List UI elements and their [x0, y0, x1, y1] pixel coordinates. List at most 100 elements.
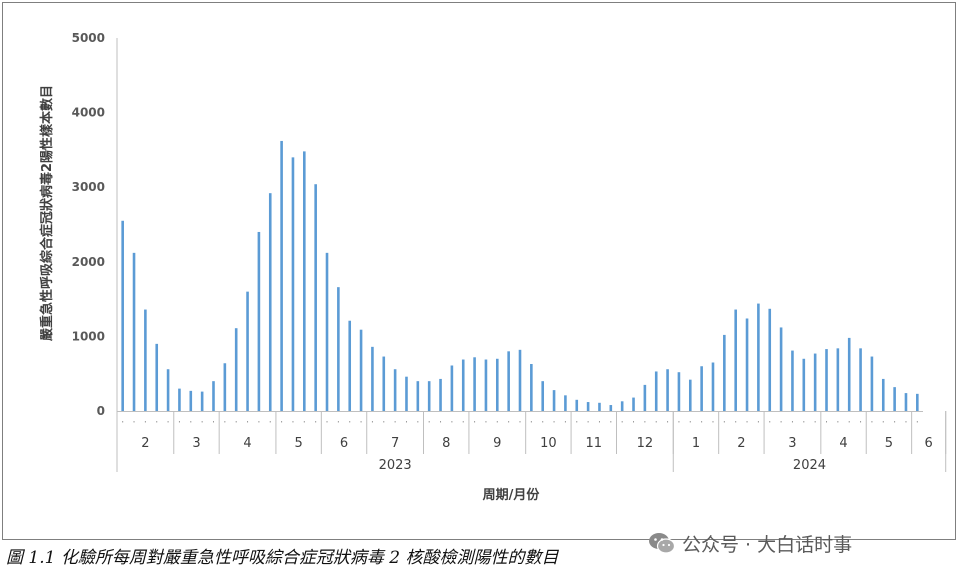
week-tick — [735, 421, 737, 423]
wechat-icon — [649, 533, 676, 554]
figure-caption: 圖 1.1 化驗所每周對嚴重急性呼吸綜合症冠狀病毒 2 核酸檢測陽性的數目 — [6, 548, 559, 568]
y-tick-label: 5000 — [72, 31, 105, 45]
bar — [768, 308, 772, 411]
month-label: 7 — [391, 436, 399, 451]
week-tick — [167, 421, 169, 423]
month-label: 4 — [243, 436, 251, 451]
week-tick — [212, 421, 214, 423]
week-tick — [496, 421, 498, 423]
bar — [495, 358, 499, 411]
bar — [427, 381, 431, 411]
week-tick — [689, 421, 691, 423]
y-tick-label: 0 — [97, 404, 105, 418]
bar — [825, 349, 828, 411]
bar — [643, 384, 647, 411]
week-tick — [292, 421, 294, 423]
week-tick — [553, 421, 555, 423]
bar — [881, 378, 885, 411]
bar — [598, 402, 601, 411]
week-tick — [235, 421, 237, 423]
bar — [337, 287, 340, 411]
week-tick — [303, 421, 305, 423]
week-tick — [394, 421, 396, 423]
week-tick — [451, 421, 453, 423]
bar — [552, 390, 556, 411]
x-axis-label: 周期/月份 — [483, 487, 541, 503]
month-label: 6 — [925, 436, 933, 451]
week-tick — [224, 421, 226, 423]
bar — [268, 193, 272, 411]
week-tick — [485, 421, 487, 423]
bar — [348, 320, 352, 411]
bar — [859, 348, 862, 411]
bar — [132, 252, 136, 411]
week-tick — [621, 421, 623, 423]
week-tick — [678, 421, 680, 423]
bar — [507, 351, 510, 411]
bar — [121, 220, 124, 411]
week-tick — [326, 421, 328, 423]
week-tick — [530, 421, 532, 423]
week-tick — [848, 421, 850, 423]
bar — [484, 359, 488, 411]
bar — [166, 369, 170, 411]
bar — [893, 387, 896, 411]
week-tick — [247, 421, 249, 423]
week-tick — [746, 421, 748, 423]
week-tick — [315, 421, 317, 423]
bar — [632, 397, 635, 411]
y-tick-label: 3000 — [72, 180, 105, 194]
year-label: 2023 — [379, 458, 412, 473]
bar — [813, 353, 817, 411]
watermark-text: 公众号 · 大白话时事 — [682, 533, 853, 556]
week-tick — [905, 421, 907, 423]
bar — [802, 358, 806, 411]
y-tick-label: 2000 — [72, 255, 105, 269]
month-label: 11 — [586, 436, 603, 451]
bar — [779, 327, 783, 411]
bar — [620, 401, 624, 411]
bar — [677, 372, 681, 411]
week-tick — [122, 421, 124, 423]
week-tick — [610, 421, 612, 423]
bar — [745, 318, 749, 411]
bar — [246, 291, 249, 411]
week-tick — [723, 421, 725, 423]
week-tick — [474, 421, 476, 423]
y-tick-label: 1000 — [72, 329, 105, 343]
bar — [791, 350, 794, 411]
watermark: 公众号 · 大白话时事 — [648, 529, 852, 557]
bar — [700, 366, 703, 411]
bar — [575, 399, 579, 411]
week-tick — [769, 421, 771, 423]
bar — [223, 363, 227, 411]
week-tick — [462, 421, 464, 423]
week-tick — [633, 421, 635, 423]
week-tick — [281, 421, 283, 423]
bar — [734, 309, 737, 411]
week-tick — [576, 421, 578, 423]
week-tick — [564, 421, 566, 423]
month-label: 4 — [839, 436, 847, 451]
week-tick — [757, 421, 759, 423]
month-label: 10 — [540, 436, 557, 451]
bar — [564, 395, 567, 411]
week-tick — [860, 421, 862, 423]
bar — [280, 140, 283, 411]
bar — [836, 348, 840, 411]
week-tick — [144, 421, 146, 423]
bar — [609, 405, 613, 411]
bar — [450, 365, 454, 411]
bar — [212, 381, 215, 411]
week-tick — [519, 421, 521, 423]
week-tick — [701, 421, 703, 423]
bar — [371, 346, 374, 411]
month-label: 9 — [493, 436, 501, 451]
week-tick — [405, 421, 407, 423]
month-label: 1 — [692, 436, 700, 451]
bar — [530, 364, 533, 411]
bar — [144, 309, 147, 411]
week-tick — [417, 421, 419, 423]
week-tick — [598, 421, 600, 423]
